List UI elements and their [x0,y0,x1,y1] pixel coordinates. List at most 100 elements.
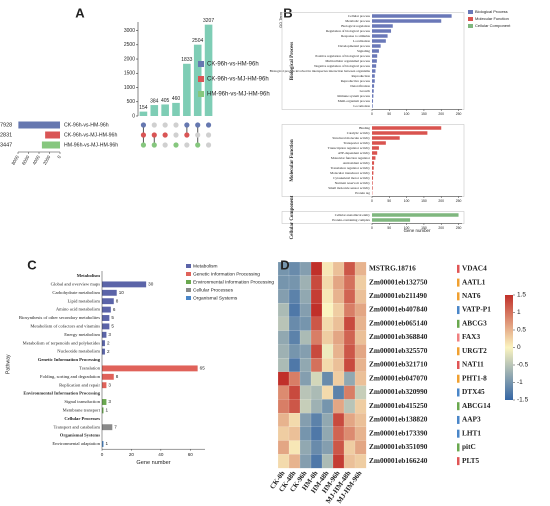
heatmap-cell [321,330,334,345]
membership-dot [195,122,201,128]
x-tick-label: 50 [387,112,391,116]
heatmap-cell [332,316,345,331]
intersection-bar [139,111,148,116]
membership-dot [173,142,179,148]
category-label: Global and overview maps [51,281,101,286]
heatmap-cell [310,426,323,441]
heatmap-cell [321,316,334,331]
bar [102,281,147,288]
membership-dot [173,122,179,128]
gene-tag [457,264,460,273]
x-tick-label: 100 [404,199,410,203]
heatmap-cell [288,399,301,414]
gene-tag [457,361,460,369]
heatmap-cell [354,261,367,277]
x-tick-label: 200 [438,226,444,230]
heatmap-cell [288,303,301,318]
legend-swatch [468,10,473,14]
bar [372,141,386,145]
row-label: Zm00001eb415250 [369,401,428,410]
category-label: Positive regulation of biological proces… [315,54,370,58]
legend-label: Molecular Function [475,16,509,21]
x-axis-title: Gene number [136,460,170,466]
category-label: Reproductive process [341,79,371,83]
membership-dot [205,122,212,128]
colorbar-label: 0 [517,344,521,351]
category-label: Regulation of biological process [326,29,371,33]
heatmap-cell [343,316,356,331]
x-tick-label: 20 [129,452,135,457]
category-label: Biological process involved in interspec… [270,69,371,73]
colorbar-label: 1 [517,309,521,316]
x-tick-label: 60 [188,452,194,457]
x-tick-label: 0 [371,199,373,203]
bar [372,79,375,83]
set-name: CK-96h-vs-MJ-HM-96h [64,132,117,138]
membership-dot [140,122,147,128]
heatmap-cell [354,275,367,290]
category-label: Response to stimulus [341,34,371,38]
category-label: Negative regulation of biological proces… [314,64,371,68]
heatmap-cell [343,385,356,400]
bar [372,166,374,170]
legend-swatch [186,264,191,268]
heatmap-cell [288,344,301,359]
heatmap-cell [343,275,356,290]
heatmap-cell [321,303,334,318]
heatmap-cell [343,344,356,359]
heatmap-cell [354,440,367,455]
category-label: Lipid metabolism [67,298,100,303]
colorbar [505,295,513,400]
heatmap-cell [321,385,334,400]
heatmap-cell [332,454,345,469]
membership-dot [184,142,190,148]
heatmap-cell [343,399,356,414]
category-label: Membrane transport [63,407,101,412]
heatmap-cell [354,316,367,331]
heatmap-cell [332,399,345,414]
bar [372,146,379,150]
row-label: Zm00001eb166240 [369,456,428,465]
heatmap-cell [299,454,312,469]
bar [102,315,110,321]
category-label: Antioxidant activity [343,161,371,165]
bar [372,161,375,165]
bar [372,213,459,217]
heatmap-cell [277,303,290,318]
gene-label: VATP-P1 [462,305,491,314]
gene-label: pitC [462,442,476,451]
set-size-bar [45,131,60,139]
bar-value-label: 5 [111,324,114,329]
bar [372,171,374,175]
heatmap-cell [332,358,345,373]
bar [372,156,376,160]
gene-tag [457,347,460,356]
bar-value-label: 2 [107,340,110,345]
category-label: Metabolism of terpenoids and polyketides [23,340,101,345]
heatmap-cell [288,412,301,428]
x-tick-label: 50 [387,199,391,203]
heatmap-cell [354,371,367,386]
group-label: Cellular Component [290,195,295,239]
legend-swatch [198,91,204,97]
gene-label: NAT6 [462,291,481,300]
heatmap-cell [310,316,323,331]
category-label: Molecular function regulator [331,156,371,160]
gene-label: AATL1 [462,277,486,286]
x-tick-label: 150 [421,112,427,116]
category-label: Translation regulator activity [331,166,371,170]
heatmap-cell [288,385,301,400]
heatmap-cell [321,454,334,469]
category-label: Developmental process [338,44,370,48]
row-label: Zm00001eb138820 [369,415,428,424]
bar-value-label: 10 [119,290,125,295]
intersection-bar [172,102,180,116]
bar [102,382,107,389]
gene-label: URGT2 [462,346,487,355]
bar-value-label: 30 [148,282,154,287]
set-axis-label: 8000 [11,154,21,166]
category-label: Metabolic process [345,19,370,23]
row-label: Zm00001eb211490 [369,291,427,300]
bar [102,373,114,380]
